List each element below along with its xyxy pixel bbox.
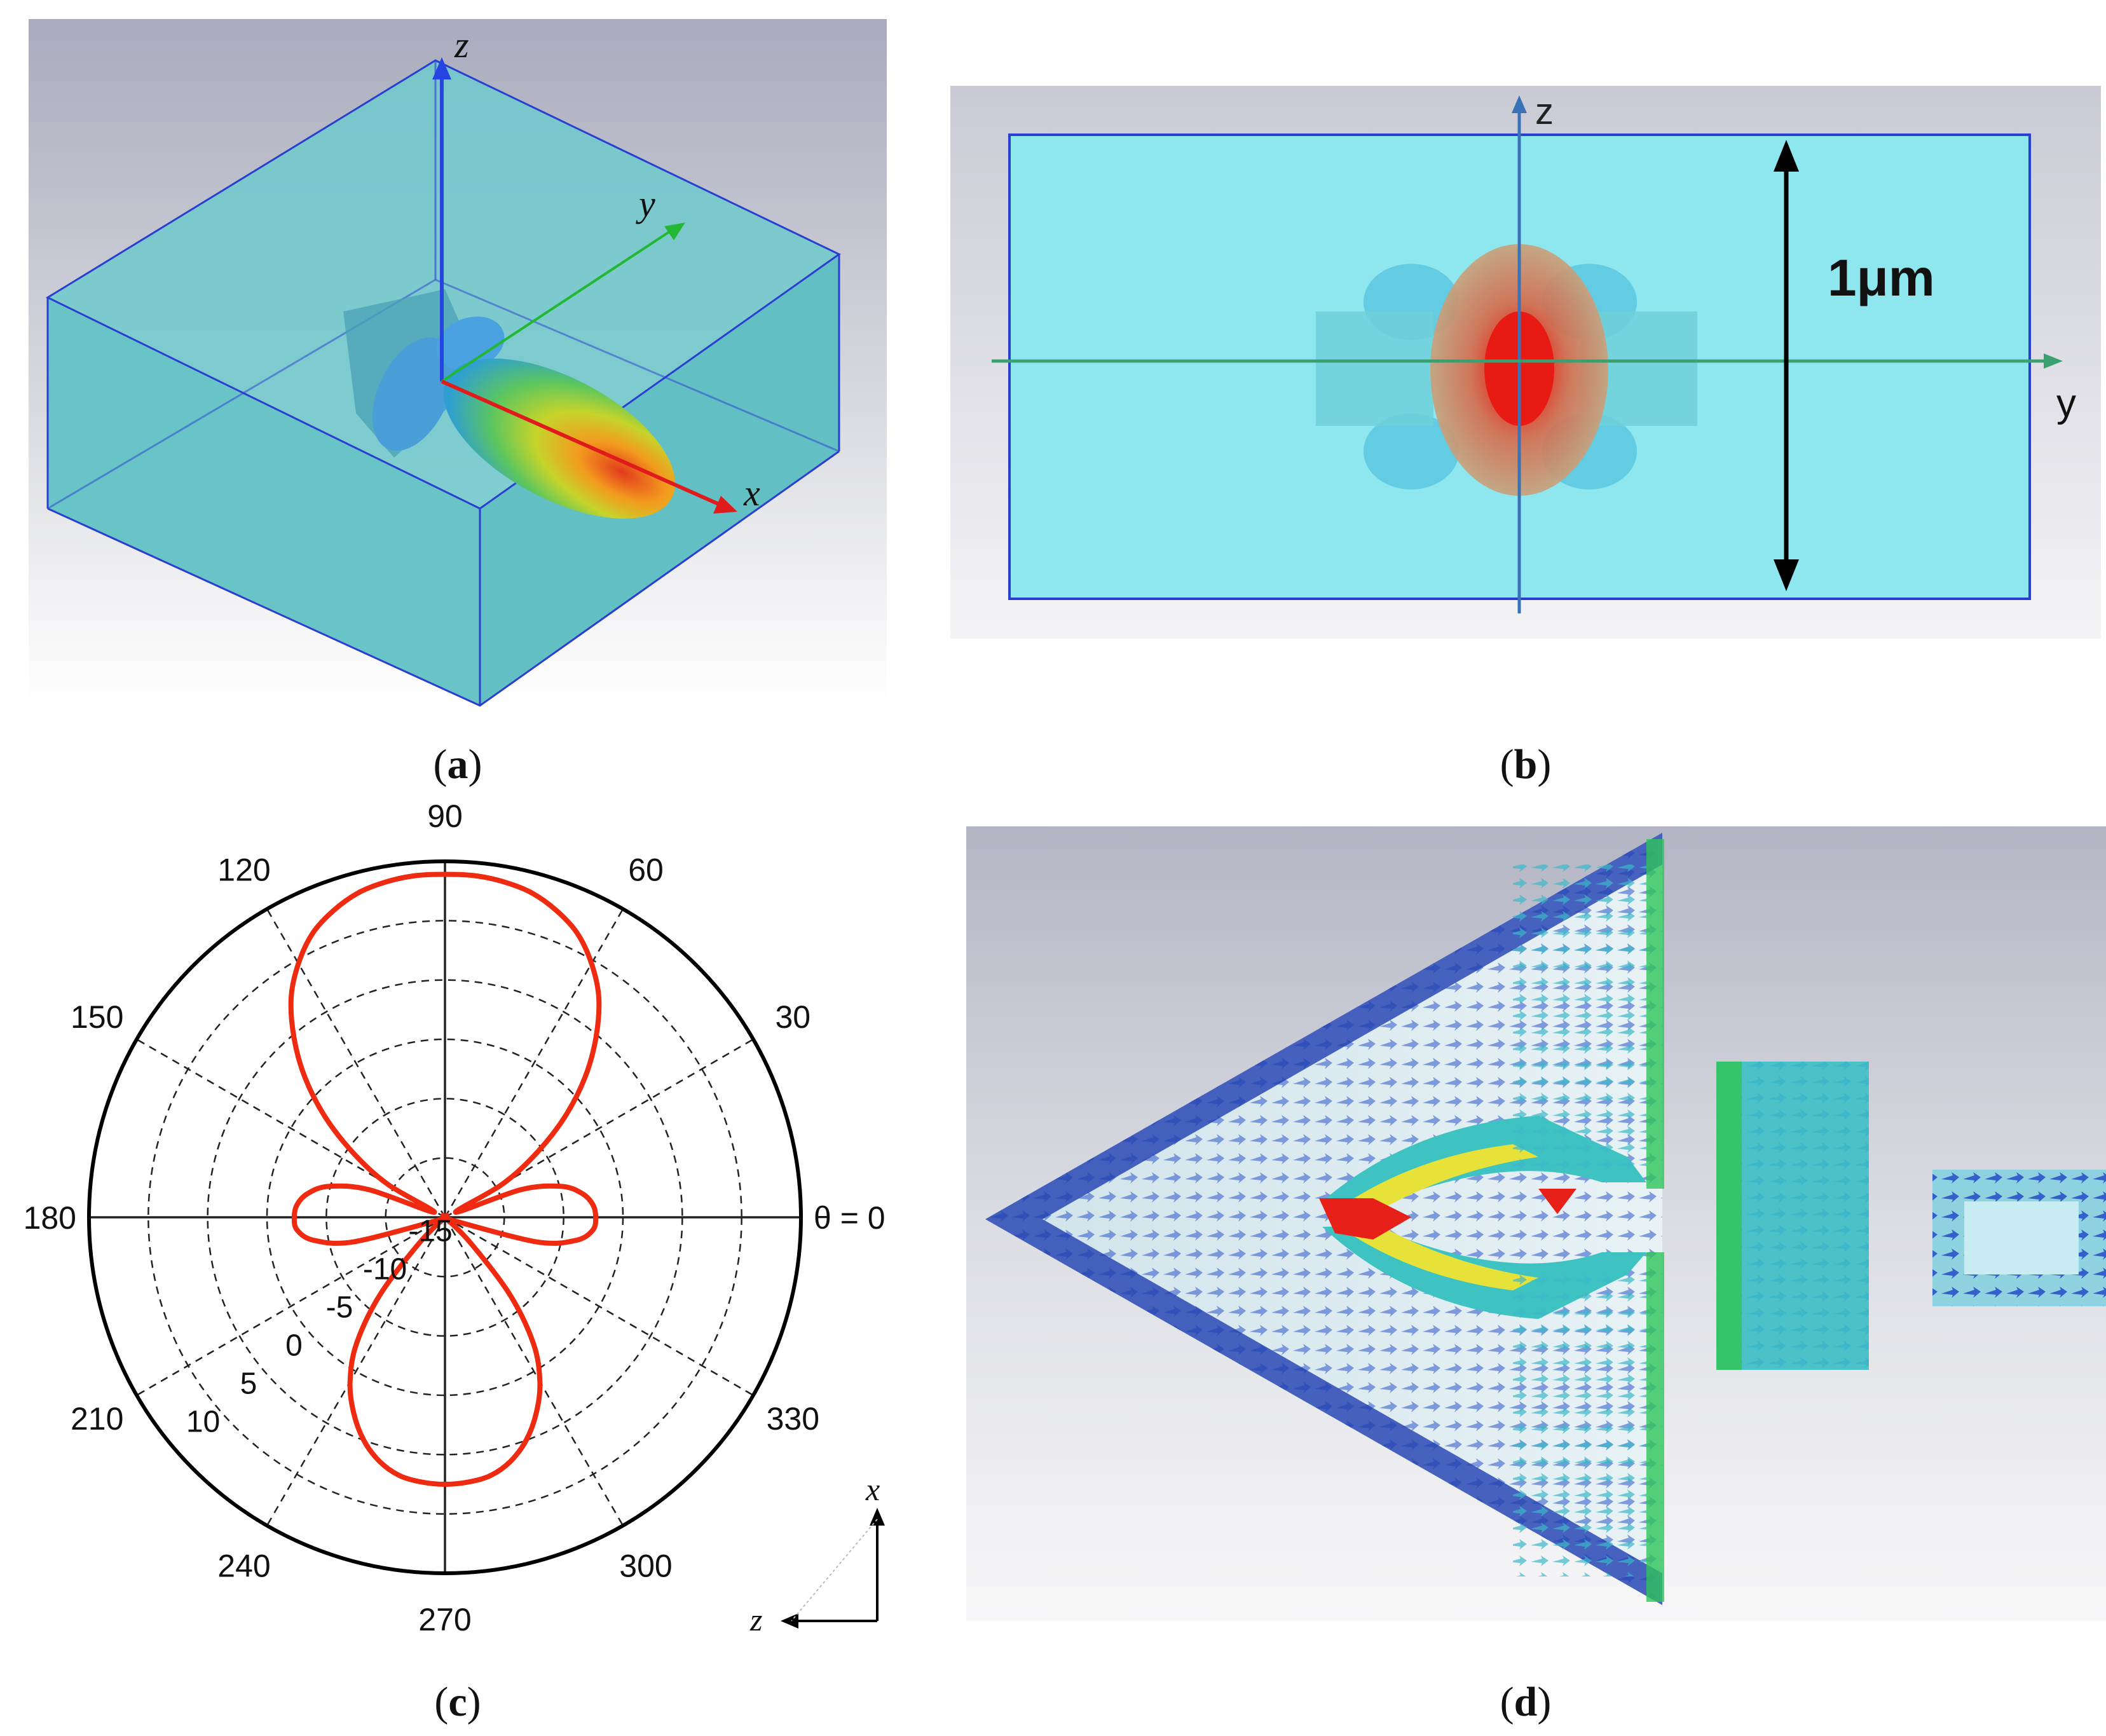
angle-tick-label: 90 [427,801,463,834]
radial-tick-label: 0 [285,1329,303,1362]
angle-tick-label: 210 [71,1401,123,1437]
angle-tick-label: 270 [418,1602,471,1637]
corner-depth-line [791,1519,878,1622]
panel-d-render [966,826,2106,1621]
y-axis-line [441,228,675,383]
angle-tick-label: θ = 0 [814,1200,885,1236]
caption-b-letter: b [1514,741,1538,788]
z-axis-arrow-b [1512,95,1527,113]
polar-grid [87,859,803,1575]
y-axis-label: y [636,183,655,224]
corner-z-axis-label: z [749,1602,762,1637]
radial-tick-label: 5 [240,1367,257,1400]
radial-tick-label: 10 [186,1405,220,1439]
bowtie-right-edge-upper [1646,839,1664,1189]
polar-outer-circle [87,859,803,1575]
gap-hot-upper [1335,1144,1538,1214]
radiation-pattern-curve [288,871,602,1487]
bowtie-right-edge-lower [1646,1252,1664,1602]
y-axis-arrow-b [2044,353,2063,369]
caption-a: (a) [433,741,482,788]
corner-x-axis-label: x [865,1472,880,1507]
bowtie-gap-fill-lower [1513,1271,1646,1576]
lower-left-lobe [1364,413,1459,489]
bowtie-gap-fill-upper [1513,865,1646,1170]
angle-tick-label: 120 [217,852,270,888]
angular-gridline [266,1217,446,1526]
angular-gridline [444,1216,754,1397]
caption-d: (d) [1500,1679,1552,1725]
panel-a: z y x [0,0,903,744]
caption-c-letter: c [448,1679,467,1725]
radial-tick-label: -5 [326,1290,353,1324]
y-axis-arrow [664,222,685,240]
angular-gridline [444,1217,624,1526]
corner-x-axis-arrow [870,1508,885,1526]
x-axis-label: x [743,472,760,514]
scale-bar-label: 1μm [1828,249,1935,307]
polar-labels: 90 60 30 θ = 0 330 300 270 240 210 180 150 120 -15-1… [24,801,885,1637]
gap-hotspot [1319,1198,1411,1240]
bowtie-triangle-field [985,833,1662,1605]
director-block-edge [1716,1062,1742,1370]
caption-a-letter: a [447,741,468,788]
caption-d-letter: d [1514,1679,1538,1725]
back-lobe [372,337,455,451]
x-axis-arrow [713,496,737,514]
panel-a-render: z y x [29,19,887,707]
left-antenna-arm [1316,311,1433,426]
polar-chart: 90 60 30 θ = 0 330 300 270 240 210 180 150 120 -15-1… [24,801,885,1637]
polar-curve-layer [288,871,602,1487]
z-axis-label-b: z [1535,91,1554,132]
radial-tick-label: -10 [363,1252,407,1286]
angular-gridline [136,1216,446,1397]
box-edges [45,59,841,707]
panel-c: 90 60 30 θ = 0 330 300 270 240 210 180 150 120 -15 -1… [0,801,941,1653]
z-axis-arrow [432,57,451,79]
y-axis-label-b: y [2056,381,2076,425]
main-lobe [443,359,676,519]
angle-tick-label: 240 [217,1548,270,1583]
angle-tick-label: 150 [71,999,123,1035]
box-front-left-face [48,297,480,706]
angle-tick-label: 30 [776,999,811,1035]
z-axis-label: z [454,24,469,65]
panel-b-render: z y 1μm [950,86,2101,639]
radial-tick-label: -15 [408,1214,452,1248]
x-axis-line [441,379,723,507]
panel-b: z y 1μm [941,76,2106,648]
side-lobe [436,316,505,371]
angle-tick-label: 180 [24,1200,76,1236]
angle-tick-label: 300 [619,1548,672,1583]
gap-hot-lower [1335,1222,1538,1290]
panel-d [966,826,2106,1621]
angle-tick-label: 60 [628,852,664,888]
caption-b: (b) [1500,741,1552,788]
angle-tick-label: 330 [767,1401,819,1437]
scale-bar-top-arrow [1774,140,1799,172]
tip-hotspot [1538,1189,1576,1214]
angular-gridline [444,908,624,1218]
caption-c: (c) [434,1679,481,1725]
corner-z-axis-arrow [781,1613,798,1629]
scale-bar-bottom-arrow [1774,559,1799,591]
corner-axes: x z [749,1472,885,1637]
second-director-core [1964,1201,2079,1275]
angular-gridline [266,908,446,1218]
